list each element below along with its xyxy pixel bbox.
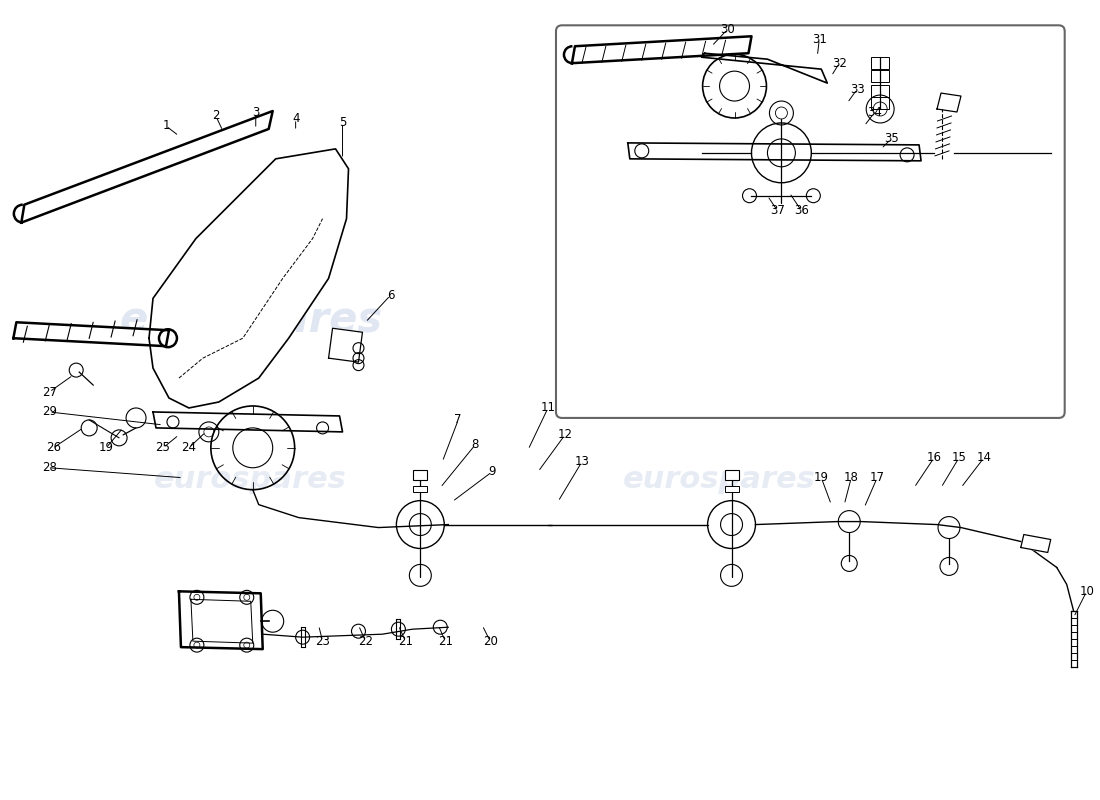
Text: eurospares: eurospares	[588, 299, 851, 342]
Text: 23: 23	[315, 634, 330, 648]
Text: 11: 11	[540, 402, 556, 414]
Text: 31: 31	[812, 33, 827, 46]
FancyBboxPatch shape	[414, 486, 427, 492]
FancyBboxPatch shape	[556, 26, 1065, 418]
Polygon shape	[191, 599, 253, 643]
Text: 21: 21	[398, 634, 412, 648]
Text: 32: 32	[832, 57, 847, 70]
FancyBboxPatch shape	[871, 70, 889, 82]
Text: 9: 9	[488, 466, 496, 478]
Text: 33: 33	[850, 82, 865, 95]
Polygon shape	[13, 322, 169, 346]
Text: 1: 1	[162, 119, 169, 133]
Text: 5: 5	[339, 117, 346, 130]
Text: 29: 29	[42, 406, 57, 418]
Text: 24: 24	[182, 442, 197, 454]
Text: 34: 34	[867, 106, 881, 119]
Text: 19: 19	[99, 442, 113, 454]
Text: 16: 16	[926, 451, 942, 464]
Text: 27: 27	[42, 386, 57, 398]
Text: 37: 37	[770, 204, 785, 217]
Text: eurospares: eurospares	[624, 466, 816, 494]
FancyBboxPatch shape	[414, 470, 427, 480]
Polygon shape	[702, 54, 827, 83]
Text: 18: 18	[844, 471, 859, 484]
Text: 15: 15	[952, 451, 967, 464]
Text: 30: 30	[720, 22, 735, 36]
Polygon shape	[179, 591, 263, 649]
FancyBboxPatch shape	[725, 486, 738, 492]
Text: 20: 20	[483, 634, 497, 648]
Polygon shape	[1021, 534, 1050, 553]
FancyBboxPatch shape	[871, 57, 889, 69]
Text: 2: 2	[212, 110, 220, 122]
Text: 10: 10	[1079, 585, 1094, 598]
FancyBboxPatch shape	[871, 85, 889, 97]
Polygon shape	[628, 143, 921, 161]
Polygon shape	[329, 328, 363, 362]
Text: eurospares: eurospares	[154, 466, 348, 494]
Text: 7: 7	[454, 414, 462, 426]
Text: 25: 25	[155, 442, 170, 454]
Polygon shape	[937, 93, 961, 112]
Text: 6: 6	[387, 289, 394, 302]
Text: 36: 36	[794, 204, 808, 217]
Polygon shape	[153, 412, 342, 432]
Text: 4: 4	[292, 113, 299, 126]
Polygon shape	[148, 149, 349, 408]
Text: 21: 21	[438, 634, 453, 648]
Polygon shape	[21, 111, 273, 222]
Text: 17: 17	[870, 471, 884, 484]
FancyBboxPatch shape	[871, 97, 889, 109]
Text: eurospares: eurospares	[119, 299, 383, 342]
Text: 26: 26	[46, 442, 60, 454]
FancyBboxPatch shape	[725, 470, 738, 480]
Text: 14: 14	[977, 451, 991, 464]
Text: 13: 13	[574, 455, 590, 468]
Text: 22: 22	[358, 634, 373, 648]
Polygon shape	[572, 36, 751, 63]
Text: 8: 8	[472, 438, 478, 451]
Text: 12: 12	[558, 428, 572, 442]
Text: 3: 3	[252, 106, 260, 119]
Text: 28: 28	[42, 462, 57, 474]
Text: 35: 35	[883, 133, 899, 146]
Text: 19: 19	[814, 471, 828, 484]
